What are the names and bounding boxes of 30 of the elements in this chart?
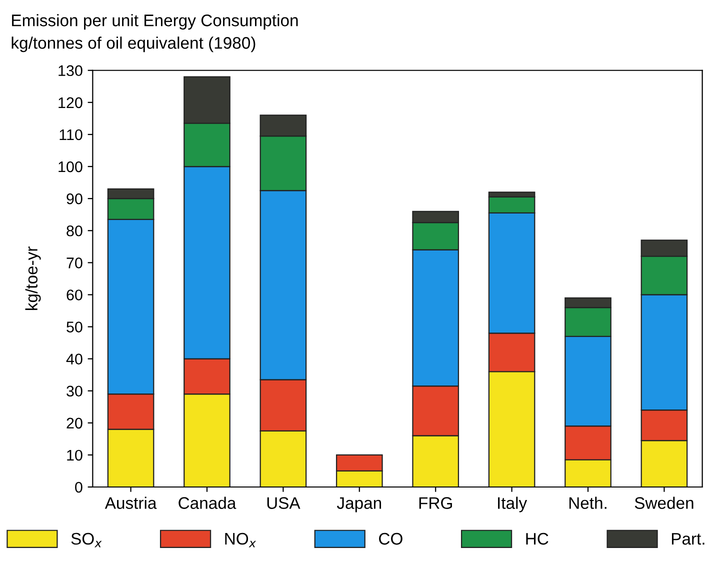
y-tick-label: 0 bbox=[75, 482, 82, 493]
y-axis-title: kg/toe-yr bbox=[25, 246, 41, 310]
x-tick-label: FRG bbox=[419, 497, 452, 509]
y-tick-label: 100 bbox=[58, 161, 82, 172]
x-tick-label: Austria bbox=[104, 496, 157, 509]
y-tick-label: 90 bbox=[66, 193, 82, 204]
x-tick-label: Canada bbox=[178, 496, 236, 509]
y-tick-label: 50 bbox=[66, 322, 82, 332]
legend-label: HC bbox=[526, 532, 548, 545]
x-tick-label: Japan bbox=[336, 497, 382, 512]
y-tick-label: 30 bbox=[66, 386, 82, 397]
y-tick-label: 120 bbox=[58, 97, 82, 108]
legend-label: NO$_{x}$ bbox=[225, 532, 256, 548]
x-tick-label: Italy bbox=[498, 496, 528, 512]
y-tick-label: 70 bbox=[66, 258, 82, 268]
y-tick-label: 20 bbox=[66, 418, 82, 429]
y-tick-label: 10 bbox=[67, 450, 82, 461]
y-tick-label: 60 bbox=[66, 290, 82, 300]
legend-label: Part. bbox=[672, 533, 704, 545]
y-tick-label: 40 bbox=[66, 354, 82, 364]
x-tick-label: USA bbox=[267, 497, 300, 509]
y-tick-label: 110 bbox=[60, 129, 82, 140]
y-tick-label: 130 bbox=[58, 65, 82, 76]
chart-title: Emission per unit Energy Consumption bbox=[12, 14, 298, 30]
legend-label: CO bbox=[379, 532, 402, 545]
x-tick-label: Neth. bbox=[569, 496, 606, 509]
y-tick-label: 80 bbox=[66, 225, 82, 236]
chart-subtitle: kg/tonnes of oil equivalent (1980) bbox=[12, 36, 256, 52]
legend-label: SO$_{x}$ bbox=[71, 532, 102, 548]
x-tick-label: Sweden bbox=[634, 496, 694, 509]
